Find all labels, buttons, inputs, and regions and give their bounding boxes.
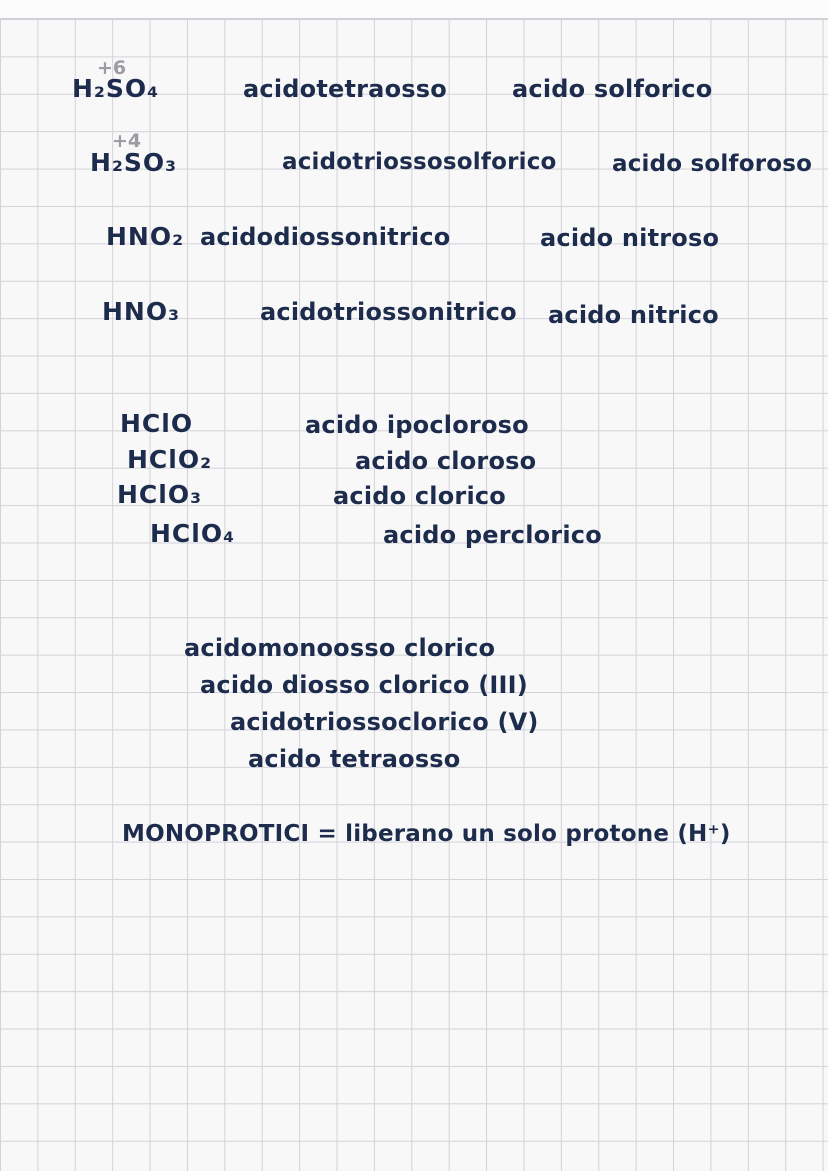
- oxidation-state-h2so3: +4: [112, 130, 142, 152]
- formula-hno3: HNO₃: [102, 297, 181, 326]
- formula-hclo: HClO: [120, 409, 194, 438]
- paper-top-edge: [0, 0, 828, 18]
- common-name-hclo3: acido clorico: [333, 482, 506, 510]
- oxo-name-hno2: acidodiossonitrico: [200, 223, 451, 251]
- common-name-hclo4: acido perclorico: [383, 521, 602, 549]
- common-name-h2so3: acido solforoso: [612, 151, 813, 177]
- oxidation-state-h2so4: +6: [97, 57, 127, 79]
- formula-hno2: HNO₂: [106, 222, 185, 251]
- common-name-hclo: acido ipocloroso: [305, 411, 529, 439]
- formula-hclo4: HClO₄: [150, 519, 236, 548]
- oxo-list-item-diosso: acido diosso clorico (III): [200, 671, 528, 699]
- oxo-list-item-triosso: acidotriossoclorico (V): [230, 708, 539, 736]
- formula-h2so3: H₂SO₃: [90, 148, 178, 177]
- monoprotic-definition-note: MONOPROTICI = liberano un solo protone (…: [122, 821, 731, 847]
- grid-paper-background: [0, 18, 828, 1171]
- formula-hclo3: HClO₃: [117, 480, 203, 509]
- oxo-name-hno3: acidotriossonitrico: [260, 298, 517, 326]
- common-name-hno3: acido nitrico: [548, 301, 719, 329]
- oxo-name-h2so3: acidotriossosolforico: [282, 149, 557, 175]
- oxo-list-item-monoosso: acidomonoosso clorico: [184, 634, 496, 662]
- common-name-h2so4: acido solforico: [512, 75, 713, 103]
- oxo-name-h2so4: acidotetraosso: [243, 75, 447, 103]
- formula-h2so4: H₂SO₄: [72, 74, 160, 103]
- formula-hclo2: HClO₂: [127, 445, 213, 474]
- oxo-list-item-tetraosso: acido tetraosso: [248, 745, 461, 773]
- common-name-hno2: acido nitroso: [540, 224, 720, 252]
- common-name-hclo2: acido cloroso: [355, 447, 537, 475]
